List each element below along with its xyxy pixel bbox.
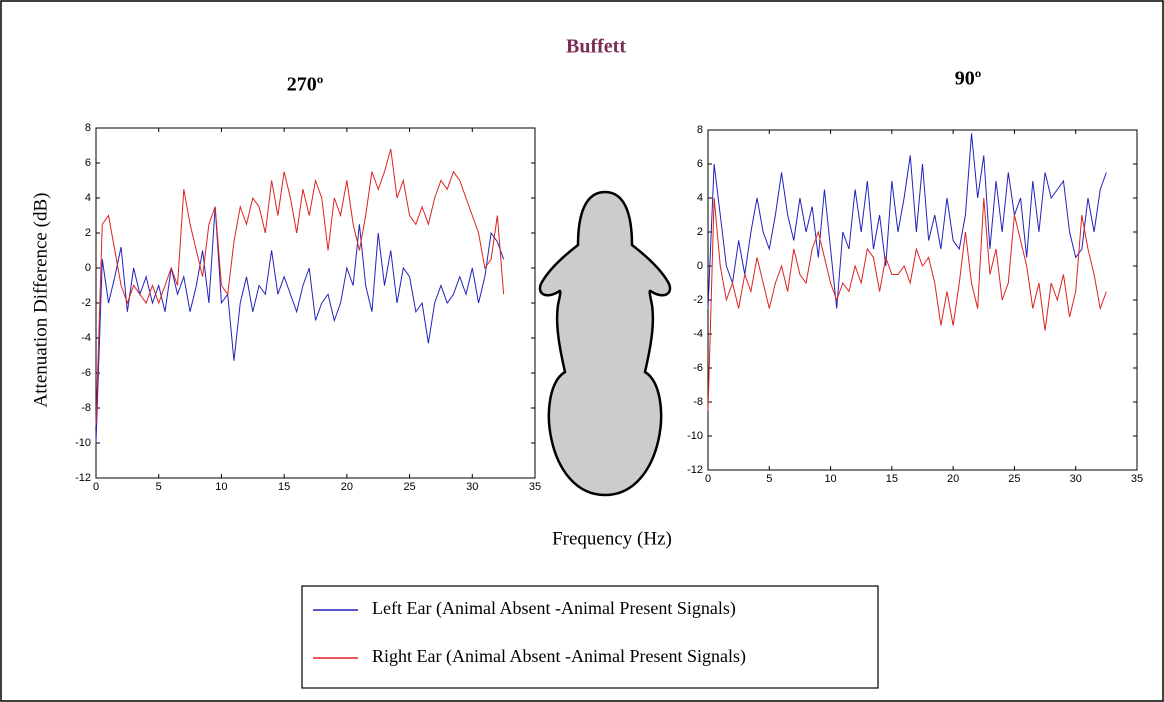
x-tick-label: 20	[947, 473, 959, 485]
x-tick-label: 15	[886, 473, 898, 485]
data-line	[707, 197, 1107, 411]
y-tick-label: 0	[697, 260, 703, 272]
y-tick-label: -12	[75, 472, 91, 484]
y-tick-label: -8	[693, 396, 703, 408]
legend-label: Right Ear (Animal Absent -Animal Present…	[372, 646, 746, 667]
y-tick-label: -6	[693, 362, 703, 374]
animal-silhouette	[538, 190, 672, 497]
y-tick-label: -8	[81, 402, 91, 414]
y-tick-label: 2	[697, 226, 703, 238]
y-tick-label: -6	[81, 367, 91, 379]
x-tick-label: 25	[1008, 473, 1020, 485]
x-tick-label: 10	[215, 481, 227, 493]
y-tick-label: 6	[697, 158, 703, 170]
x-tick-label: 5	[766, 473, 772, 485]
x-tick-label: 35	[1131, 473, 1143, 485]
y-tick-label: -2	[81, 297, 91, 309]
data-line	[707, 133, 1107, 309]
y-tick-label: 8	[85, 122, 91, 134]
y-tick-label: 8	[697, 124, 703, 136]
data-line	[95, 206, 505, 444]
x-tick-label: 30	[1070, 473, 1082, 485]
chart-title: 90º	[955, 68, 982, 90]
y-tick-label: 2	[85, 227, 91, 239]
legend-box	[301, 585, 879, 689]
y-tick-label: 4	[85, 192, 91, 204]
x-tick-label: 25	[403, 481, 415, 493]
legend-label: Left Ear (Animal Absent -Animal Present …	[372, 598, 736, 619]
y-tick-label: 6	[85, 157, 91, 169]
x-tick-label: 0	[93, 481, 99, 493]
data-line	[95, 148, 505, 426]
y-tick-label: -10	[75, 437, 91, 449]
y-axis-label: Attenuation Difference (dB)	[30, 193, 51, 408]
y-tick-label: -12	[687, 464, 703, 476]
y-tick-label: 0	[85, 262, 91, 274]
x-tick-label: 35	[529, 481, 541, 493]
x-tick-label: 5	[156, 481, 162, 493]
y-tick-label: -2	[693, 294, 703, 306]
x-axis-label: Frequency (Hz)	[552, 528, 672, 549]
y-tick-label: -10	[687, 430, 703, 442]
y-tick-label: -4	[693, 328, 703, 340]
y-tick-label: 4	[697, 192, 703, 204]
plot-area	[707, 129, 1138, 471]
figure-title: Buffett	[566, 36, 626, 58]
chart-title: 270º	[287, 74, 324, 96]
x-tick-label: 20	[341, 481, 353, 493]
x-tick-label: 15	[278, 481, 290, 493]
x-tick-label: 30	[466, 481, 478, 493]
y-tick-label: -4	[81, 332, 91, 344]
x-tick-label: 10	[824, 473, 836, 485]
x-tick-label: 0	[705, 473, 711, 485]
